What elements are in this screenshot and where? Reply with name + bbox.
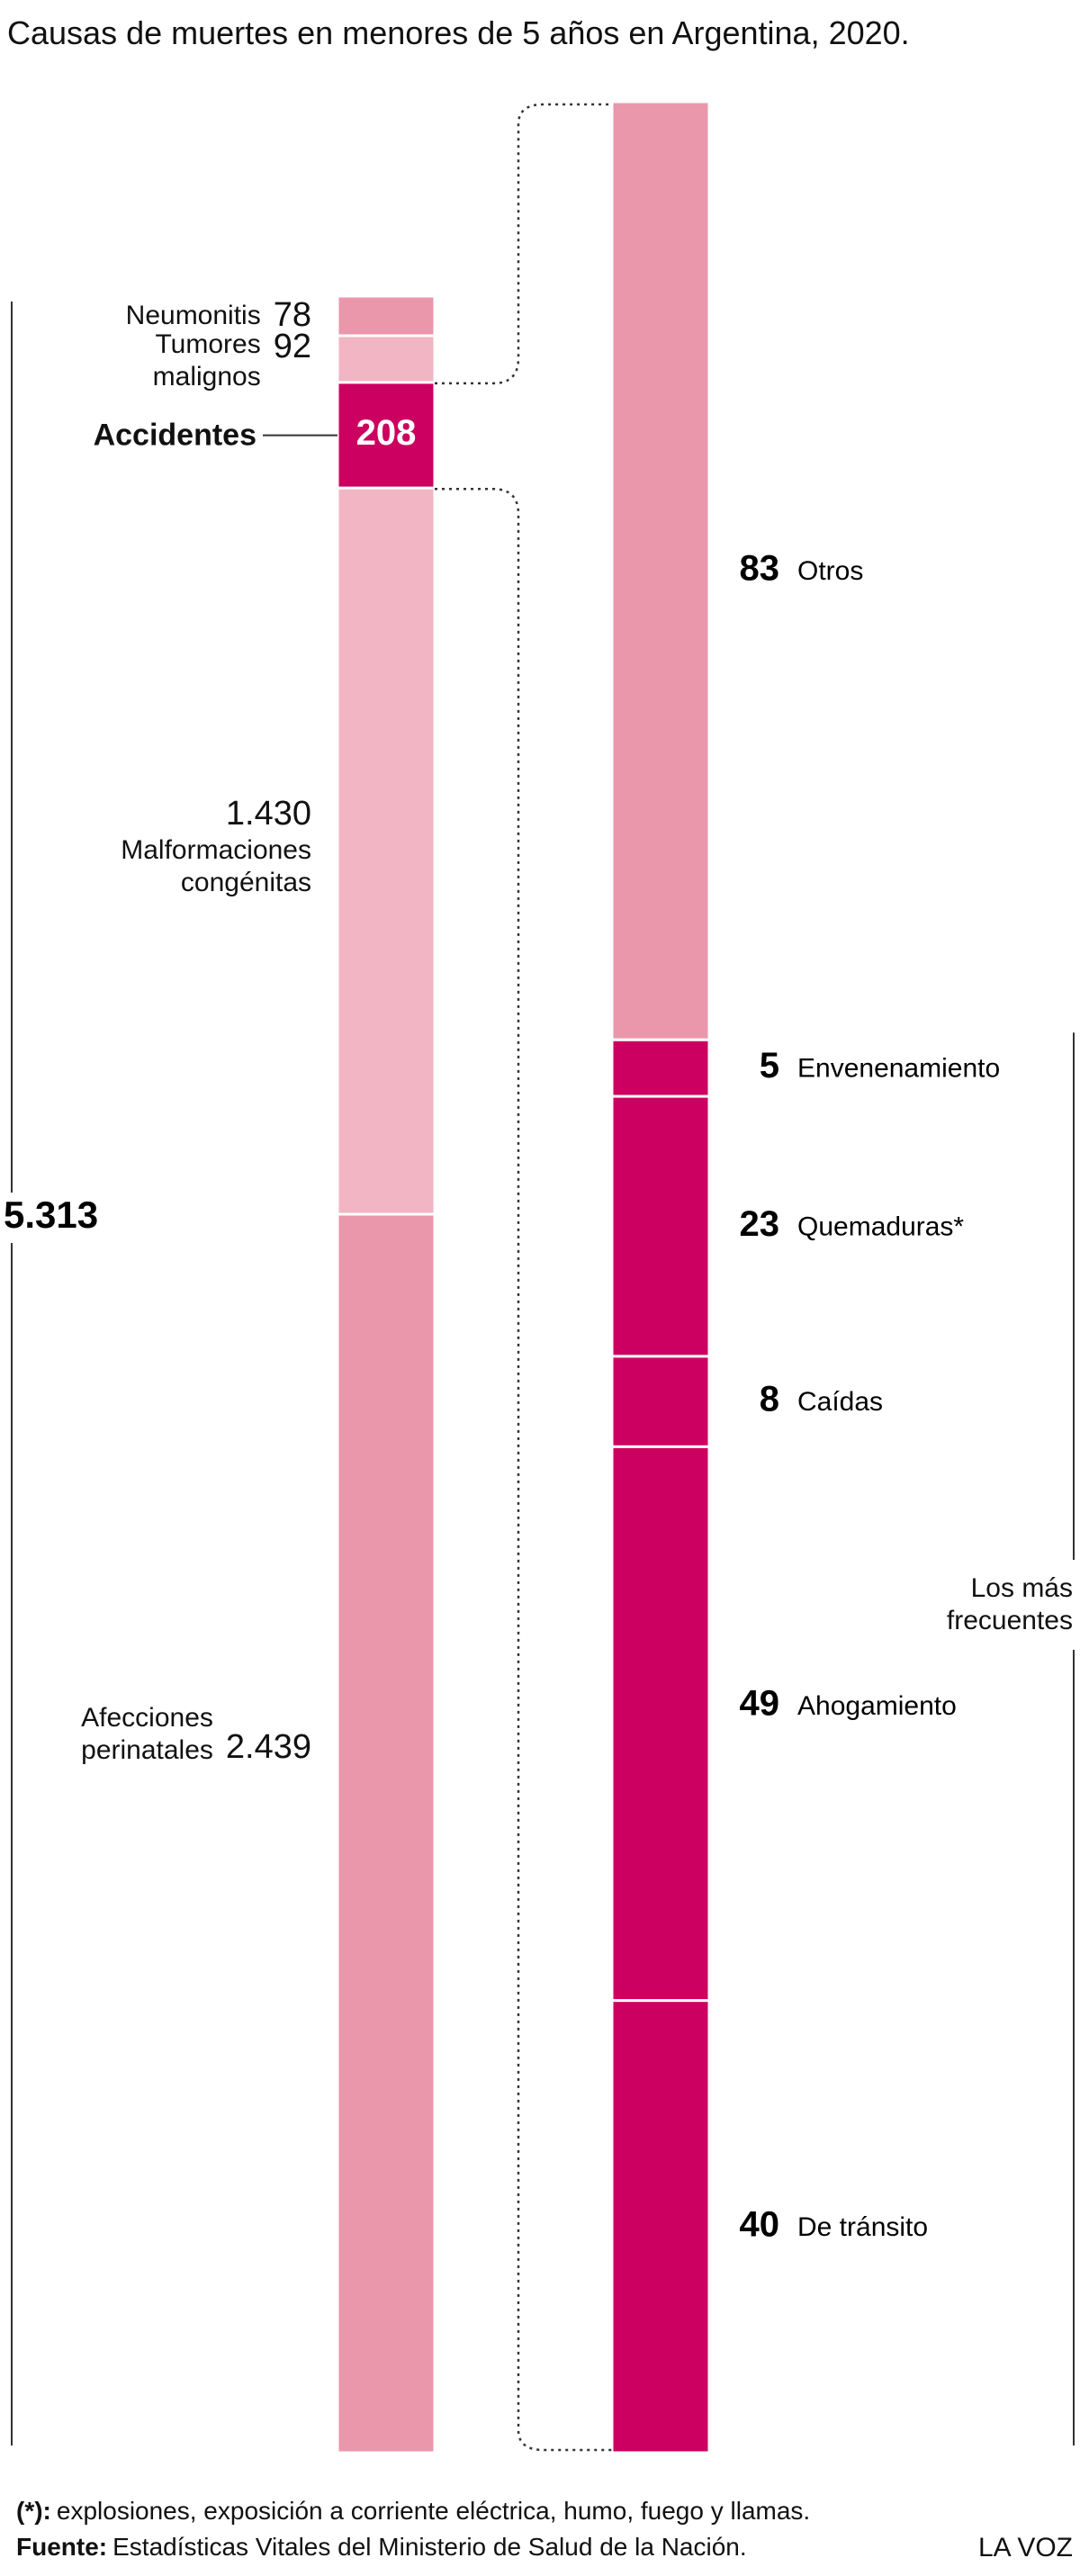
source: Fuente: Estadísticas Vitales del Minister…	[16, 2533, 747, 2562]
label-group: Tumores malignos 92	[126, 327, 311, 393]
value-label: 83	[740, 549, 780, 589]
category-label: Malformaciones congénitas	[121, 835, 311, 898]
category-label: Neumonitis	[125, 300, 261, 330]
brand: LA VOZ	[977, 2533, 1073, 2562]
category-label: De tránsito	[797, 2212, 928, 2242]
bar-segment	[610, 1038, 711, 1098]
bar-segment	[336, 1212, 436, 2454]
value-label: 1.430	[225, 794, 311, 833]
bar-segment	[336, 334, 436, 384]
label-group: 1.430 Malformaciones congénitas	[95, 794, 311, 900]
category-label: Envenenamiento	[797, 1054, 1000, 1084]
source-label: Fuente:	[16, 2533, 108, 2561]
label-group: Neumonitis 78	[125, 296, 311, 335]
value-label: 40	[740, 2204, 780, 2244]
value-label: 49	[740, 1684, 780, 1724]
value-label: 208	[356, 413, 417, 453]
bar-segment	[336, 294, 436, 338]
bar-segment	[610, 1445, 711, 2003]
category-label: Otros	[797, 556, 863, 586]
bar-segment	[336, 486, 436, 1216]
connector	[435, 103, 612, 385]
category-label: Caídas	[797, 1387, 883, 1417]
category-label: Tumores malignos	[152, 329, 261, 392]
category-label: Ahogamiento	[797, 1691, 957, 1721]
category-label: Accidentes	[93, 418, 256, 453]
category-label: Afecciones perinatales	[81, 1703, 213, 1765]
label-group: Afecciones perinatales 2.439	[60, 1702, 311, 1767]
value-label: 2.439	[225, 1728, 311, 1767]
footnote: (*): explosiones, exposición a corriente …	[16, 2497, 810, 2526]
group-label: Los más frecuentes	[946, 1573, 1073, 1635]
total-label: 5.313	[4, 1193, 98, 1236]
bar-segment	[610, 1094, 711, 1358]
footnote-label: (*):	[16, 2497, 51, 2525]
bar-segment	[610, 1999, 711, 2454]
value-label: 92	[273, 327, 311, 365]
value-label: 8	[760, 1380, 779, 1419]
value-label: 78	[273, 296, 311, 335]
connector	[435, 488, 612, 2452]
footnote-text: explosiones, exposición a corriente eléc…	[56, 2497, 811, 2525]
title: Causas de muertes en menores de 5 años e…	[7, 14, 910, 51]
value-label: 23	[740, 1204, 780, 1244]
bar-segment	[610, 1355, 711, 1448]
value-label: 5	[760, 1046, 779, 1085]
bar-segment	[610, 100, 711, 1041]
category-label: Quemaduras*	[797, 1211, 964, 1241]
source-text: Estadísticas Vitales del Ministerio de S…	[112, 2533, 747, 2561]
